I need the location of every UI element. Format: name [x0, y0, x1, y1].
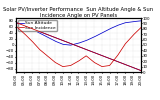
Line: Sun Incidence: Sun Incidence	[16, 26, 141, 67]
Sun Altitude	[15, 22, 17, 23]
Sun Incidence	[89, 58, 91, 60]
Sun Altitude	[128, 65, 130, 67]
Sun Altitude	[16, 22, 17, 23]
Sun Altitude	[89, 50, 91, 52]
Sun Incidence	[91, 60, 93, 62]
Sun Altitude	[120, 62, 122, 64]
Sun Altitude	[140, 70, 142, 71]
Line: Sun Altitude: Sun Altitude	[16, 22, 141, 70]
Sun Altitude	[89, 50, 91, 52]
Sun Incidence	[16, 26, 17, 27]
Sun Incidence	[101, 66, 103, 67]
Sun Incidence	[89, 59, 91, 60]
Sun Incidence	[129, 38, 131, 40]
Sun Altitude	[91, 51, 93, 53]
Title: Solar PV/Inverter Performance  Sun Altitude Angle & Sun Incidence Angle on PV Pa: Solar PV/Inverter Performance Sun Altitu…	[3, 7, 153, 18]
Sun Incidence	[15, 26, 17, 27]
Sun Incidence	[121, 49, 123, 50]
Sun Incidence	[140, 27, 142, 28]
Legend: Sun Altitude, Sun Incidence: Sun Altitude, Sun Incidence	[18, 20, 56, 31]
